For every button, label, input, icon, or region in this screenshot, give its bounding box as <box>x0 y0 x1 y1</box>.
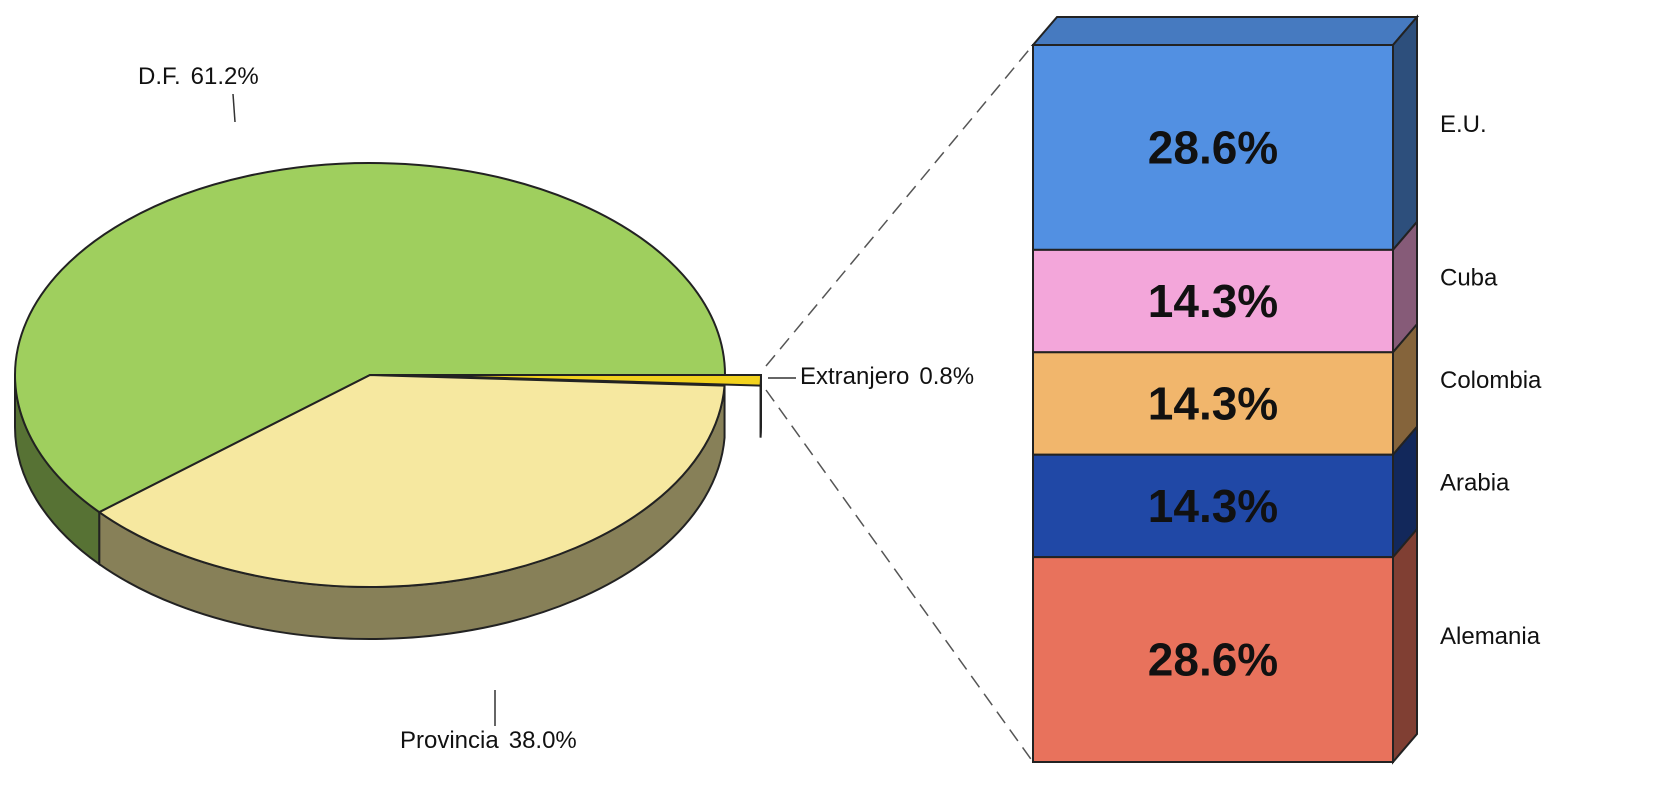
pie-label: D.F. 61.2% <box>138 63 259 90</box>
bar-category: Cuba <box>1440 264 1498 291</box>
bar-category: Arabia <box>1440 469 1510 496</box>
bar-segment <box>1032 453 1394 559</box>
bar-segment <box>1032 248 1394 354</box>
bar-value-label: 28.6% <box>1148 634 1278 686</box>
pie-value-label: 61.2% <box>191 63 259 90</box>
bar-value-label: 14.3% <box>1148 275 1278 327</box>
leader-line <box>232 93 236 123</box>
pie-category: Provincia <box>400 727 499 754</box>
bar-category: Colombia <box>1440 367 1542 394</box>
bar-category: E.U. <box>1440 111 1487 138</box>
pie-label: Provincia 38.0% <box>400 727 577 754</box>
pie-slice <box>97 373 726 588</box>
connector <box>765 44 1034 367</box>
bar-side <box>1392 14 1418 253</box>
bar-segment <box>1032 44 1394 251</box>
bar-side <box>1392 526 1418 765</box>
pie-label: Extranjero 0.8% <box>800 363 974 390</box>
pie-category: D.F. <box>138 63 181 90</box>
connector <box>765 389 1034 763</box>
bar-category: Alemania <box>1440 623 1541 650</box>
bar-segment <box>1032 556 1394 764</box>
pie-value-label: 0.8% <box>919 363 974 390</box>
bar-segment <box>1032 351 1394 456</box>
bar-top <box>1030 16 1420 46</box>
pie-value-label: 38.0% <box>509 727 577 754</box>
pie-category: Extranjero <box>800 363 909 390</box>
bar-value-label: 14.3% <box>1148 480 1278 532</box>
bar-value-label: 14.3% <box>1148 378 1278 430</box>
pie-slice <box>14 162 727 514</box>
pie-slice <box>405 374 763 387</box>
bar-value-label: 28.6% <box>1148 122 1278 174</box>
